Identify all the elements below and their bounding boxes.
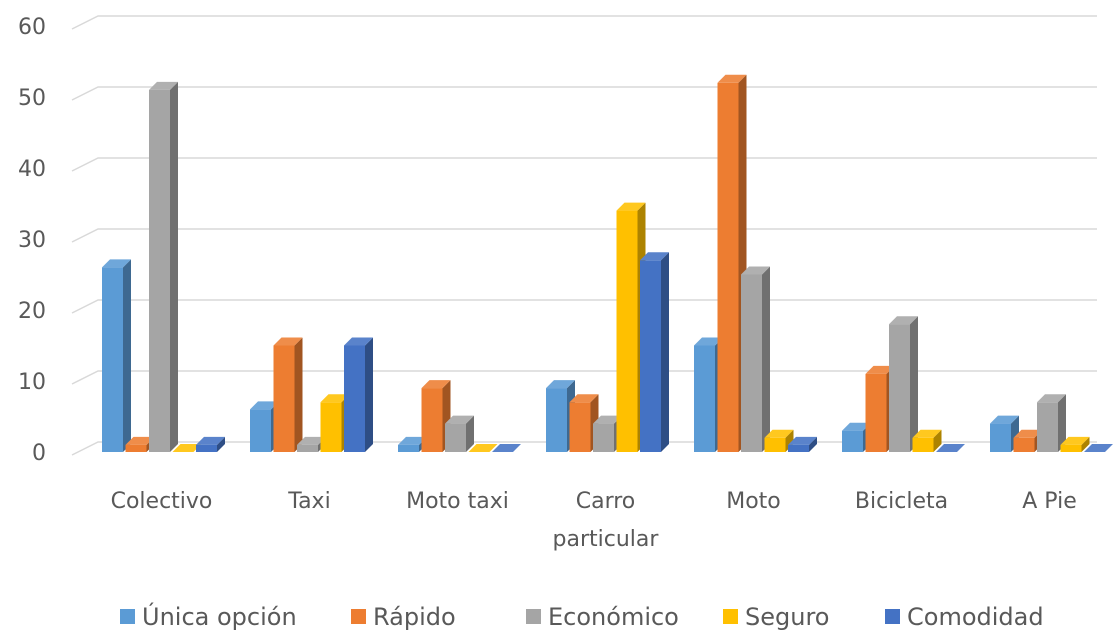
x-category-label: Bicicleta — [855, 489, 948, 514]
legend: Única opción Rápido Económico Seguro Comodid… — [120, 601, 1044, 631]
bar — [741, 266, 770, 452]
bar — [172, 444, 202, 452]
x-category-label: Colectivo — [111, 489, 213, 514]
bar — [102, 259, 131, 452]
legend-label: Única opción — [142, 601, 297, 631]
bar — [889, 316, 918, 452]
bar — [196, 436, 225, 452]
bar — [788, 436, 817, 452]
bar — [445, 415, 474, 452]
bar — [468, 444, 498, 452]
gridline — [71, 15, 1097, 30]
bar — [936, 444, 965, 452]
x-category-label: Taxi — [287, 489, 330, 514]
bar — [1037, 394, 1066, 452]
legend-label: Comodidad — [907, 603, 1044, 631]
x-category-label: Moto taxi — [406, 489, 509, 514]
x-category-label: Carro particular — [553, 489, 660, 552]
y-tick-label: 0 — [32, 441, 46, 466]
y-tick-label: 60 — [18, 15, 46, 40]
legend-item: Rápido — [351, 603, 456, 631]
y-tick-label: 10 — [18, 370, 46, 395]
x-category-label: A Pie — [1022, 489, 1076, 514]
legend-swatch — [120, 609, 135, 624]
gridline — [71, 157, 1097, 172]
legend-swatch — [723, 609, 738, 624]
bar — [842, 422, 871, 452]
y-tick-label: 40 — [18, 157, 46, 182]
y-tick-label: 20 — [18, 299, 46, 324]
legend-item: Seguro — [723, 603, 829, 631]
bar — [273, 337, 303, 452]
x-axis-categories: Colectivo Taxi Moto taxi Carro particular Mot… — [111, 489, 1077, 552]
bar — [1060, 436, 1090, 452]
gridline — [71, 86, 1097, 101]
bars — [102, 74, 1113, 453]
bar — [764, 429, 794, 452]
legend-label: Rápido — [373, 603, 456, 631]
legend-item: Comodidad — [885, 603, 1044, 631]
y-tick-label: 30 — [18, 228, 46, 253]
gridline — [71, 299, 1097, 314]
bar — [640, 252, 669, 452]
legend-item: Única opción — [120, 601, 297, 631]
bar — [912, 429, 942, 452]
bar — [149, 81, 178, 453]
legend-item: Económico — [526, 603, 679, 631]
bar — [492, 444, 521, 452]
bar — [344, 337, 373, 452]
legend-swatch — [351, 609, 366, 624]
x-category-label: Moto — [726, 489, 781, 514]
bar — [717, 74, 747, 453]
legend-swatch — [885, 609, 900, 624]
y-tick-label: 50 — [18, 86, 46, 111]
gridlines — [71, 15, 1097, 456]
legend-label: Seguro — [745, 603, 829, 631]
gridline — [71, 370, 1097, 385]
bar — [1084, 444, 1113, 452]
y-axis-ticks: 0 10 20 30 40 50 60 — [18, 15, 46, 466]
gridline — [71, 228, 1097, 243]
legend-label: Económico — [548, 603, 679, 631]
legend-swatch — [526, 609, 541, 624]
